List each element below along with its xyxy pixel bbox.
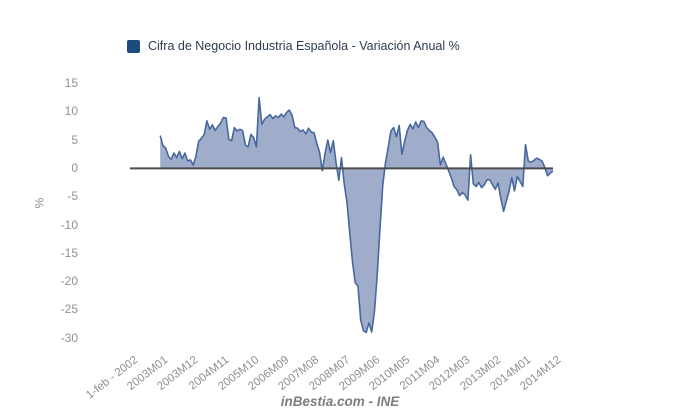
legend-item[interactable]: Cifra de Negocio Industria Española - Va… — [127, 39, 460, 53]
y-tick-label: -5 — [67, 189, 78, 204]
y-tick-label: 5 — [71, 132, 78, 147]
y-tick-label: 15 — [64, 76, 78, 90]
legend-label: Cifra de Negocio Industria Española - Va… — [148, 39, 460, 53]
series-line — [159, 96, 554, 334]
y-tick-label: 0 — [71, 160, 78, 175]
y-tick-label: -30 — [60, 330, 78, 345]
legend-marker-icon — [127, 39, 140, 53]
y-axis-title: % — [32, 197, 47, 209]
y-tick-label: -20 — [60, 274, 78, 289]
series-area-fill — [160, 97, 553, 333]
y-tick-label: 10 — [64, 104, 78, 119]
footer-credit: inBestia.com - INE — [280, 394, 400, 409]
y-tick-label: -15 — [60, 245, 78, 260]
y-tick-label: -25 — [60, 302, 78, 317]
y-tick-label: -10 — [60, 217, 78, 232]
